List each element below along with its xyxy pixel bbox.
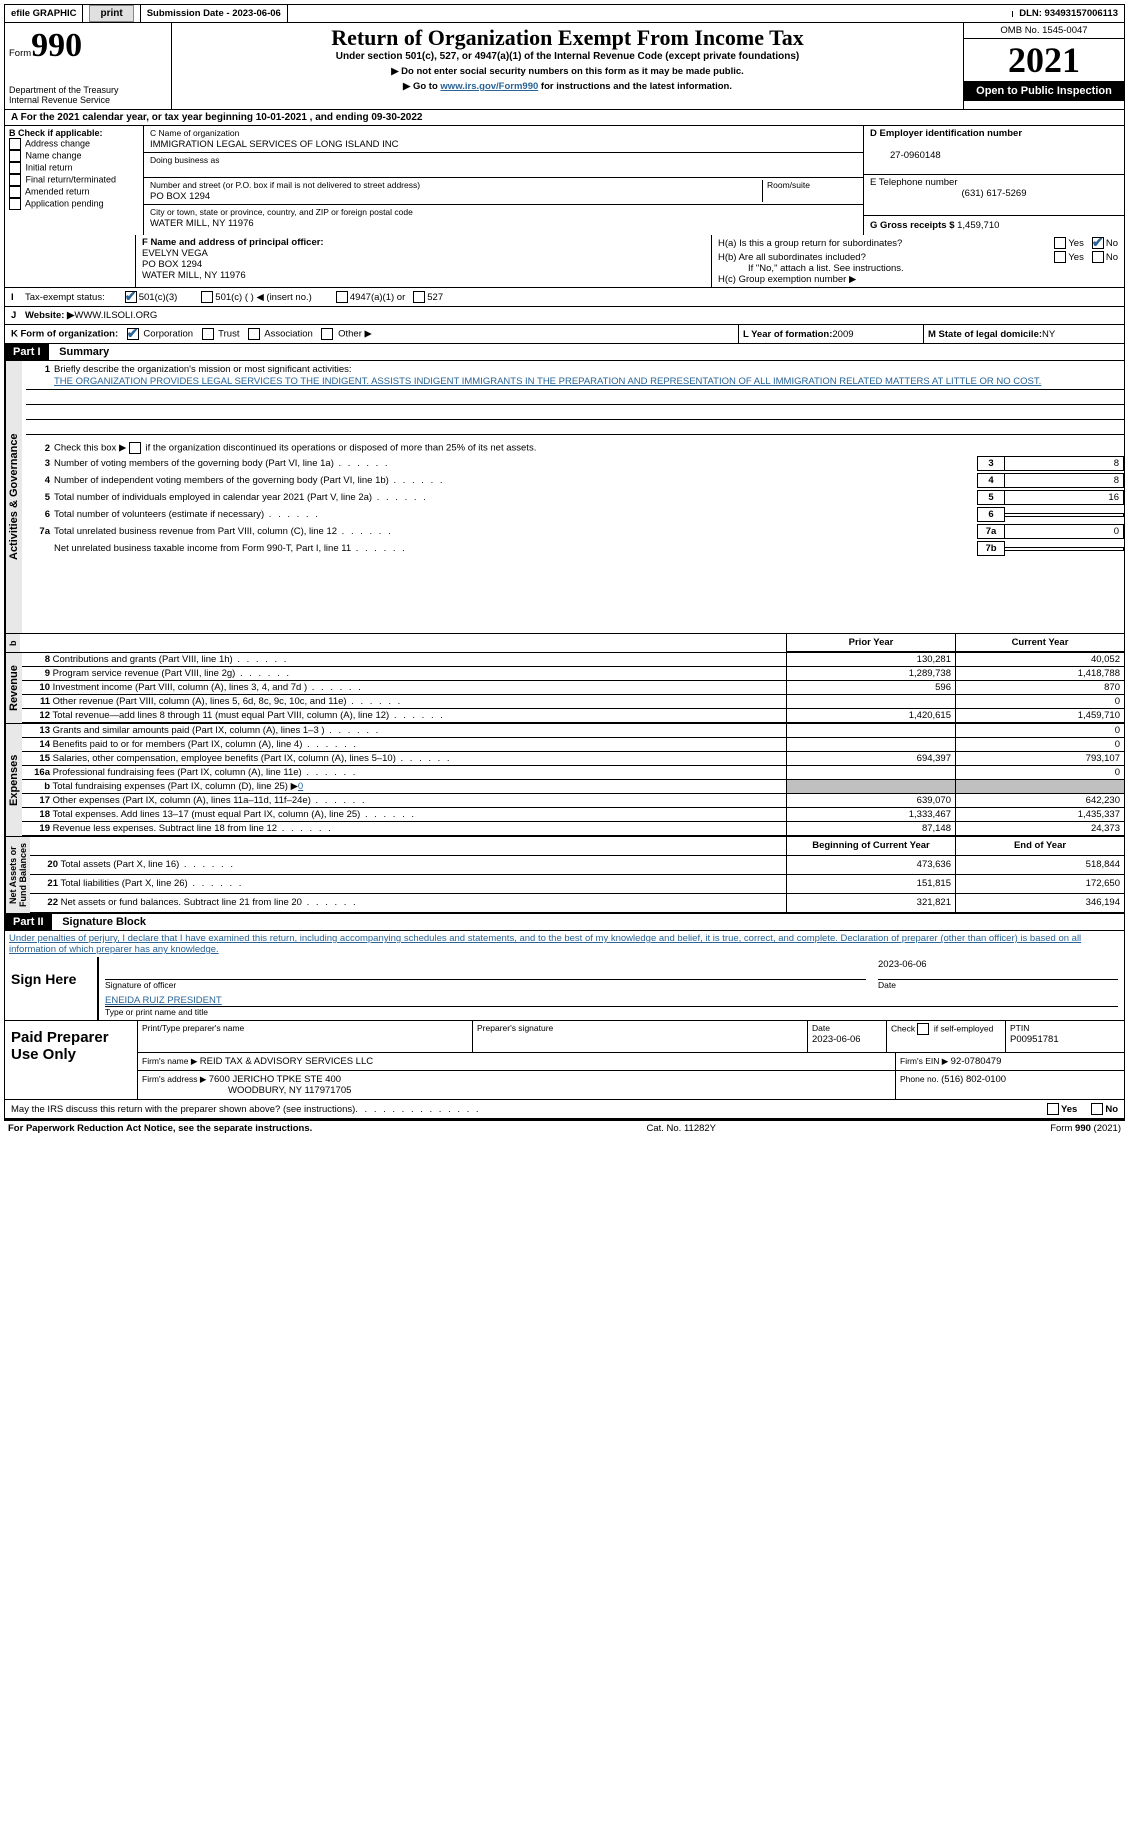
- section-bcd: B Check if applicable: Address change Na…: [4, 126, 1125, 235]
- form-label: Form: [9, 48, 31, 59]
- print-button[interactable]: print: [89, 5, 133, 22]
- city-label: City or town, state or province, country…: [150, 207, 413, 217]
- website-value: WWW.ILSOLI.ORG: [74, 310, 157, 321]
- dln-value: 93493157006113: [1045, 8, 1118, 19]
- dba-label: Doing business as: [150, 155, 219, 165]
- hb-note: If "No," attach a list. See instructions…: [718, 263, 1118, 274]
- part1-header: Part I: [5, 344, 49, 360]
- mission-text: THE ORGANIZATION PROVIDES LEGAL SERVICES…: [26, 376, 1124, 390]
- efile-label: efile GRAPHIC: [5, 5, 83, 22]
- part2-header: Part II: [5, 914, 52, 930]
- footer-mid: Cat. No. 11282Y: [646, 1123, 716, 1134]
- officer-label: F Name and address of principal officer:: [142, 237, 324, 248]
- check-final-return[interactable]: [9, 174, 21, 186]
- gross-value: 1,459,710: [957, 220, 999, 231]
- tab-governance: Activities & Governance: [5, 361, 22, 633]
- part1-title: Summary: [51, 346, 109, 358]
- footer-right: Form 990 (2021): [1050, 1123, 1121, 1134]
- ein-value: 27-0960148: [870, 150, 941, 161]
- paid-preparer-label: Paid Preparer Use Only: [5, 1021, 137, 1099]
- check-address-change[interactable]: [9, 138, 21, 150]
- irs-link[interactable]: www.irs.gov/Form990: [440, 81, 538, 92]
- hb-label: H(b) Are all subordinates included?: [718, 252, 1054, 263]
- dln-label: DLN:: [1019, 8, 1044, 19]
- section-fh: F Name and address of principal officer:…: [4, 235, 1125, 288]
- sign-here-label: Sign Here: [5, 957, 97, 1020]
- officer-printed-name: ENEIDA RUIZ PRESIDENT: [105, 995, 1118, 1007]
- check-amended[interactable]: [9, 186, 21, 198]
- ha-label: H(a) Is this a group return for subordin…: [718, 238, 1054, 249]
- tax-year: 2021: [964, 39, 1124, 81]
- sig-date: 2023-06-06: [878, 959, 1118, 980]
- addr-label: Number and street (or P.O. box if mail i…: [150, 180, 420, 190]
- row-a: A For the 2021 calendar year, or tax yea…: [4, 110, 1125, 126]
- gross-label: G Gross receipts $: [870, 220, 957, 231]
- org-address: PO BOX 1294: [150, 191, 210, 202]
- officer-addr2: WATER MILL, NY 11976: [142, 270, 246, 281]
- form-subtitle: Under section 501(c), 527, or 4947(a)(1)…: [178, 51, 957, 62]
- open-inspection: Open to Public Inspection: [964, 81, 1124, 101]
- check-app-pending[interactable]: [9, 198, 21, 210]
- officer-name: EVELYN VEGA: [142, 248, 208, 259]
- org-city: WATER MILL, NY 11976: [150, 218, 254, 229]
- form-number: 990: [31, 27, 82, 64]
- part2-title: Signature Block: [54, 916, 146, 928]
- footer-left: For Paperwork Reduction Act Notice, see …: [8, 1123, 312, 1134]
- tab-net-assets: Net Assets or Fund Balances: [5, 837, 30, 913]
- hc-label: H(c) Group exemption number ▶: [718, 274, 1118, 285]
- tel-label: E Telephone number: [870, 177, 958, 188]
- form-title: Return of Organization Exempt From Incom…: [178, 25, 957, 51]
- tab-revenue: Revenue: [5, 653, 22, 723]
- tab-expenses: Expenses: [5, 724, 22, 836]
- ein-label: D Employer identification number: [870, 128, 1022, 139]
- omb-number: OMB No. 1545-0047: [964, 23, 1124, 39]
- tel-value: (631) 617-5269: [870, 188, 1118, 199]
- room-label: Room/suite: [767, 180, 810, 190]
- submission-date: 2023-06-06: [232, 8, 281, 19]
- dept-label: Department of the Treasury Internal Reve…: [9, 85, 167, 105]
- form-header: Form990 Department of the Treasury Inter…: [4, 23, 1125, 110]
- org-name-label: C Name of organization: [150, 128, 239, 138]
- check-name-change[interactable]: [9, 150, 21, 162]
- officer-addr1: PO BOX 1294: [142, 259, 202, 270]
- org-name: IMMIGRATION LEGAL SERVICES OF LONG ISLAN…: [150, 139, 398, 150]
- perjury-declaration: Under penalties of perjury, I declare th…: [4, 931, 1125, 957]
- check-initial-return[interactable]: [9, 162, 21, 174]
- submission-label: Submission Date -: [147, 8, 233, 19]
- note-ssn: Do not enter social security numbers on …: [401, 66, 744, 77]
- col-b-label: B Check if applicable:: [9, 128, 103, 138]
- top-bar: efile GRAPHIC print Submission Date - 20…: [4, 4, 1125, 23]
